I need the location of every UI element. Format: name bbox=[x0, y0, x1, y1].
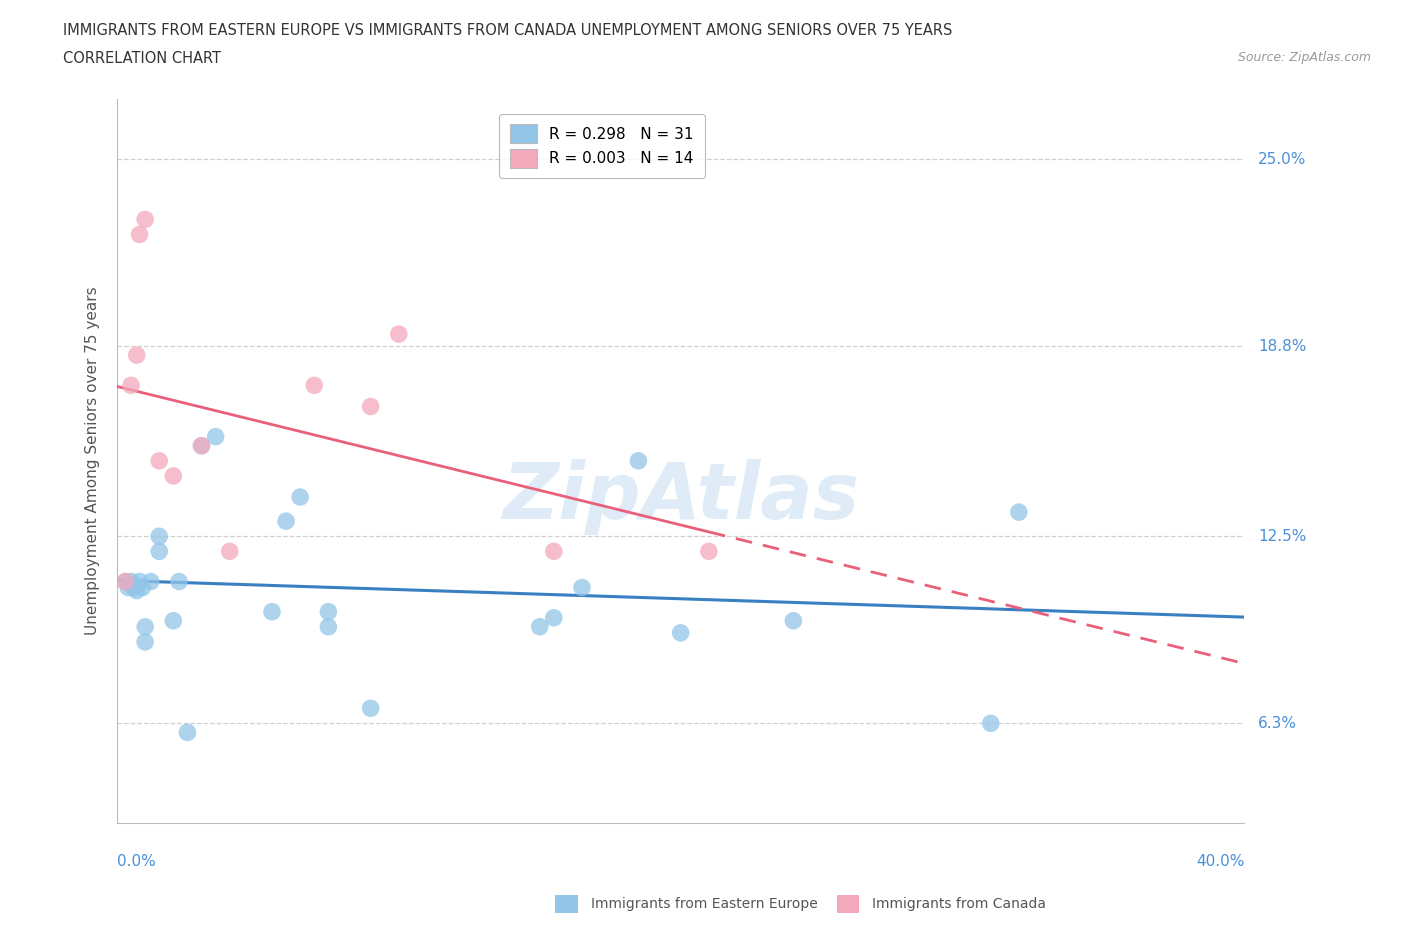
Point bbox=[627, 454, 650, 469]
Point bbox=[388, 326, 411, 341]
Point bbox=[274, 513, 297, 528]
Point bbox=[543, 544, 565, 559]
Point bbox=[131, 580, 153, 595]
Point bbox=[360, 399, 382, 414]
Point bbox=[117, 580, 139, 595]
Y-axis label: Unemployment Among Seniors over 75 years: Unemployment Among Seniors over 75 years bbox=[86, 286, 100, 635]
Point bbox=[360, 701, 382, 716]
Point bbox=[148, 529, 170, 544]
Point bbox=[162, 613, 184, 628]
Point bbox=[114, 574, 136, 589]
Point bbox=[190, 438, 212, 453]
Point bbox=[176, 725, 198, 740]
Point bbox=[128, 227, 150, 242]
Point bbox=[134, 212, 156, 227]
Point bbox=[318, 619, 340, 634]
Point bbox=[669, 625, 692, 640]
Point bbox=[529, 619, 551, 634]
Point bbox=[139, 574, 162, 589]
Text: ZipAtlas: ZipAtlas bbox=[502, 459, 859, 535]
Point bbox=[162, 469, 184, 484]
Point bbox=[134, 619, 156, 634]
Point bbox=[782, 613, 804, 628]
Text: Source: ZipAtlas.com: Source: ZipAtlas.com bbox=[1237, 51, 1371, 64]
Point bbox=[190, 438, 212, 453]
Point bbox=[218, 544, 240, 559]
Text: 25.0%: 25.0% bbox=[1258, 152, 1306, 166]
Point bbox=[122, 580, 145, 595]
Point bbox=[543, 610, 565, 625]
Text: 12.5%: 12.5% bbox=[1258, 529, 1306, 544]
Text: Immigrants from Eastern Europe: Immigrants from Eastern Europe bbox=[591, 897, 817, 911]
Point bbox=[318, 604, 340, 619]
Point bbox=[260, 604, 283, 619]
Text: 6.3%: 6.3% bbox=[1258, 716, 1298, 731]
Point bbox=[148, 454, 170, 469]
Point bbox=[204, 430, 226, 445]
Point bbox=[980, 716, 1002, 731]
Text: 0.0%: 0.0% bbox=[117, 854, 156, 869]
Point bbox=[304, 378, 326, 392]
Point bbox=[114, 574, 136, 589]
Point bbox=[288, 489, 311, 504]
Point bbox=[125, 348, 148, 363]
Point bbox=[120, 378, 142, 392]
Point bbox=[167, 574, 190, 589]
Point bbox=[148, 544, 170, 559]
Legend: R = 0.298   N = 31, R = 0.003   N = 14: R = 0.298 N = 31, R = 0.003 N = 14 bbox=[499, 113, 704, 179]
Point bbox=[697, 544, 720, 559]
Point bbox=[128, 574, 150, 589]
Text: 40.0%: 40.0% bbox=[1197, 854, 1244, 869]
Text: IMMIGRANTS FROM EASTERN EUROPE VS IMMIGRANTS FROM CANADA UNEMPLOYMENT AMONG SENI: IMMIGRANTS FROM EASTERN EUROPE VS IMMIGR… bbox=[63, 23, 953, 38]
Point bbox=[125, 583, 148, 598]
Point bbox=[120, 574, 142, 589]
Point bbox=[571, 580, 593, 595]
Text: 18.8%: 18.8% bbox=[1258, 339, 1306, 353]
Point bbox=[1008, 505, 1031, 520]
Point bbox=[134, 634, 156, 649]
Text: CORRELATION CHART: CORRELATION CHART bbox=[63, 51, 221, 66]
Text: Immigrants from Canada: Immigrants from Canada bbox=[872, 897, 1046, 911]
